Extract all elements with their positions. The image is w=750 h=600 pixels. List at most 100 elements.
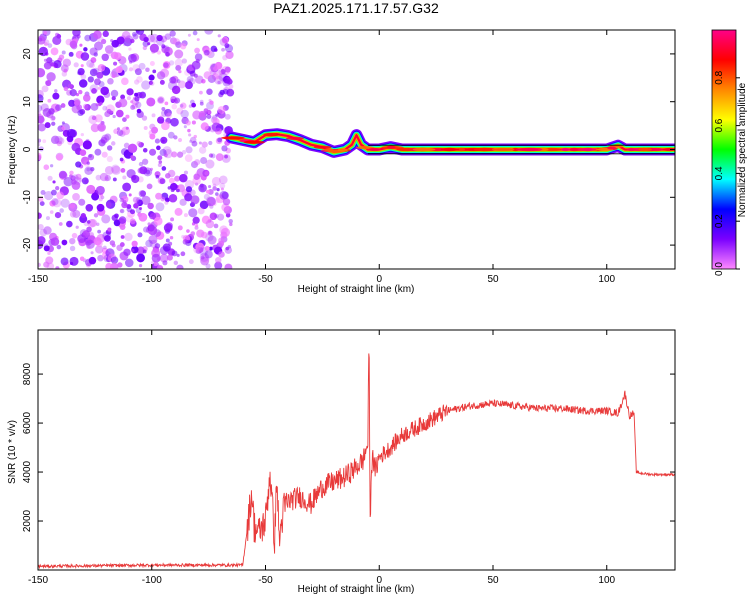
ridge-highlight [491,147,515,152]
noise-blob [115,66,123,74]
noise-blob [61,239,68,246]
noise-blob [46,57,53,64]
noise-blob [224,263,233,269]
noise-blob [156,145,161,151]
noise-blob [180,251,186,257]
noise-blob [104,174,111,182]
noise-blob [78,79,88,88]
noise-blob [38,46,49,57]
noise-blob [183,170,189,175]
noise-blob [105,202,112,208]
bottom-y-axis: 2000 4000 6000 8000 [22,363,675,532]
noise-blob [135,101,142,109]
noise-blob [154,138,160,144]
top-x-axis: -150 -100 -50 0 50 100 [28,30,616,285]
noise-blob [72,193,80,201]
noise-blob [198,183,207,193]
noise-blob [200,255,205,260]
noise-blob [164,108,172,117]
ridge-highlight [638,147,652,152]
noise-blob [42,139,47,144]
noise-blob [78,177,83,182]
noise-blob [38,142,41,147]
noise-blob [82,103,89,110]
noise-blob [98,196,103,202]
noise-blob [121,71,125,76]
noise-blob [80,212,86,219]
noise-blob [128,193,132,197]
noise-blob [104,165,114,175]
noise-blob [71,232,78,239]
x-tick-label: 0 [376,274,382,285]
noise-blob [69,237,76,245]
noise-blob [168,60,175,66]
noise-blob [52,198,62,208]
noise-blob [125,114,130,119]
noise-blob [198,141,202,145]
noise-blob [122,117,127,122]
noise-blob [190,136,197,144]
noise-blob [39,201,45,206]
noise-blob [141,115,148,121]
noise-blob [83,47,88,52]
noise-blob [54,135,63,145]
x-tick-label: -150 [28,274,48,285]
noise-blob [151,253,161,263]
noise-blob [53,60,62,69]
noise-blob [161,45,170,54]
noise-blob [185,120,191,126]
noise-blob [110,164,120,174]
noise-blob [210,153,216,159]
noise-blob [93,52,98,57]
noise-blob [148,234,158,245]
noise-blob [204,250,213,259]
noise-blob [72,209,81,218]
noise-blob [207,230,213,236]
noise-blob [162,243,171,252]
noise-blob [146,183,153,190]
noise-blob [38,154,42,161]
colorbar-ticks: 0.0 0.2 0.4 0.6 0.8 [714,70,740,276]
x-tick-label: -150 [28,575,48,586]
noise-blob [127,143,138,154]
noise-blob [186,75,194,83]
noise-blob [50,135,60,145]
noise-blob [132,196,140,203]
noise-blob [135,30,145,35]
noise-blob [214,75,224,85]
noise-blob [63,86,69,92]
noise-blob [224,154,228,159]
noise-blob [215,256,222,264]
noise-blob [153,216,163,226]
noise-blob [149,167,154,171]
top-y-axis: -20 -10 0 10 20 [22,48,675,252]
top-x-axis-label: Height of straight line (km) [298,284,415,295]
noise-blob [83,159,91,167]
noise-blob [136,76,143,83]
noise-blob [176,79,181,84]
noise-blob [162,146,172,155]
noise-blob [102,245,107,250]
noise-blob [200,156,208,165]
noise-blob [38,236,46,245]
noise-blob [113,128,119,135]
noise-blob [68,99,76,107]
noise-blob [162,260,168,266]
noise-blob [50,47,59,56]
noise-blob [110,51,119,60]
noise-blob [86,220,91,224]
noise-blob [177,266,183,269]
noise-blob [137,232,143,238]
noise-blob [79,256,85,262]
colorbar-tick-label: 0.6 [714,118,725,132]
noise-blob [38,224,44,231]
noise-blob [221,153,231,163]
noise-blob [188,208,198,218]
ridge-highlight [583,147,593,152]
noise-blob [138,161,144,167]
noise-blob [47,43,53,48]
noise-blob [209,63,218,71]
noise-blob [208,66,215,73]
noise-blob [89,62,95,69]
noise-blob [97,86,102,90]
